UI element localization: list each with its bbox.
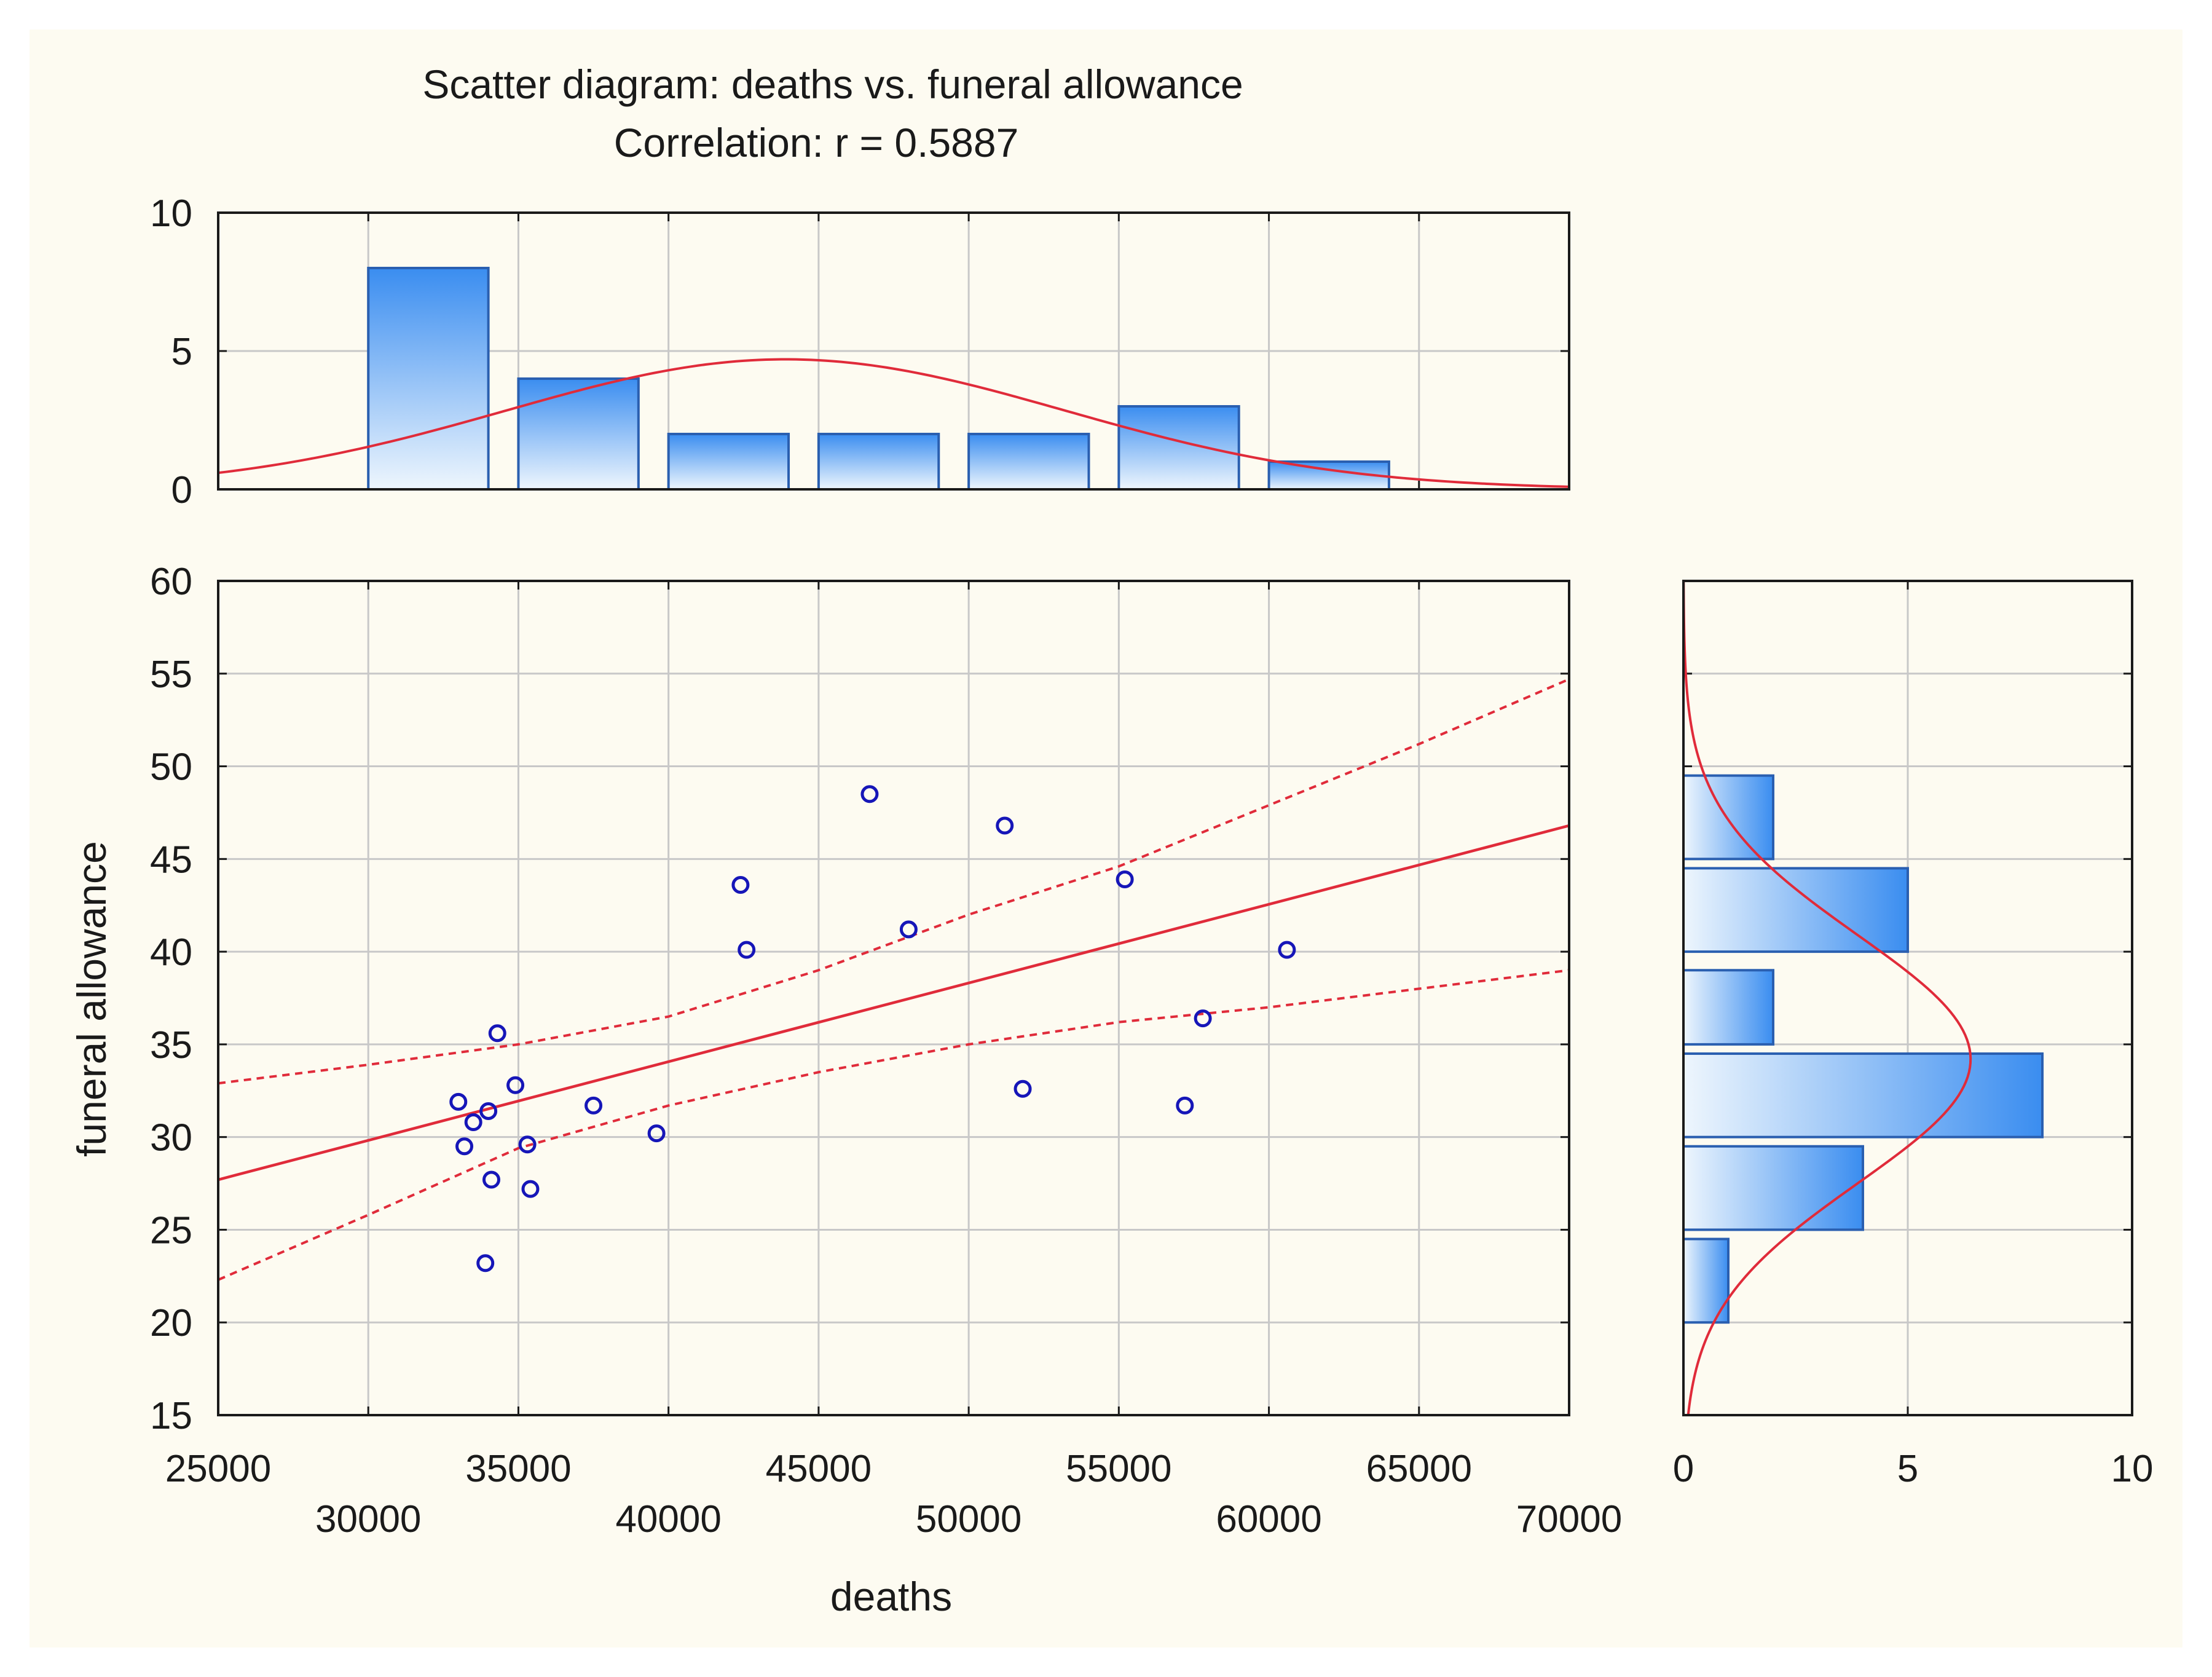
x-axis-title: deaths xyxy=(830,1574,952,1619)
x-tick-label-lower: 40000 xyxy=(615,1498,721,1541)
top-hist-bar xyxy=(667,433,790,489)
scatter-points xyxy=(449,785,1296,1273)
y-tick-label: 25 xyxy=(150,1209,192,1252)
x-tick-label-lower: 60000 xyxy=(1216,1498,1321,1541)
right-hist-bar xyxy=(1683,867,1909,953)
top-hist-y-tick-label: 0 xyxy=(171,469,192,511)
data-point xyxy=(738,941,756,959)
y-tick-label: 35 xyxy=(150,1024,192,1067)
y-tick-label: 40 xyxy=(150,931,192,974)
top-histogram-frame xyxy=(217,211,1570,491)
data-point xyxy=(518,1135,537,1154)
ci-upper-line xyxy=(218,677,1569,1085)
x-tick-label-upper: 65000 xyxy=(1366,1448,1472,1490)
y-tick-label: 50 xyxy=(150,746,192,789)
data-point xyxy=(455,1137,474,1156)
x-tick-label-upper: 55000 xyxy=(1066,1448,1171,1490)
top-hist-y-tick-label: 10 xyxy=(150,192,192,235)
right-hist-bar xyxy=(1683,1145,1864,1231)
data-point xyxy=(482,1170,500,1189)
x-tick-label-upper: 45000 xyxy=(766,1448,872,1490)
top-hist-bar xyxy=(817,433,940,489)
right-histogram-bars xyxy=(1683,774,2044,1324)
data-point xyxy=(860,785,879,803)
data-point xyxy=(1194,1009,1212,1028)
data-point xyxy=(1116,870,1134,889)
top-hist-bar xyxy=(517,377,640,489)
y-tick-label: 45 xyxy=(150,838,192,881)
right-hist-x-tick-label: 10 xyxy=(2111,1448,2154,1490)
top-normal-curve xyxy=(218,358,1569,488)
data-point xyxy=(996,816,1014,835)
right-normal-curve-line xyxy=(1683,581,1972,1415)
main-grid xyxy=(217,580,1570,1416)
x-tick-label-lower: 30000 xyxy=(315,1498,421,1541)
top-hist-bar xyxy=(1117,405,1240,489)
top-hist-bar xyxy=(367,267,490,489)
chart-subtitle: Correlation: r = 0.5887 xyxy=(614,120,1019,165)
confidence-band xyxy=(218,677,1569,1281)
y-tick-label: 15 xyxy=(150,1395,192,1437)
regression-line xyxy=(218,824,1569,1182)
data-point xyxy=(476,1254,495,1273)
data-point xyxy=(1014,1079,1032,1098)
data-point xyxy=(479,1102,498,1120)
y-tick-label: 20 xyxy=(150,1302,192,1344)
right-hist-x-tick-label: 5 xyxy=(1897,1448,1918,1490)
right-normal-curve xyxy=(1683,581,1972,1415)
top-histogram-bars xyxy=(367,267,1390,489)
chart-title: Scatter diagram: deaths vs. funeral allo… xyxy=(422,61,1243,107)
y-axis-title: funeral allowance xyxy=(69,841,114,1157)
x-tick-label-lower: 50000 xyxy=(916,1498,1021,1541)
data-point xyxy=(731,876,750,894)
right-histogram-frame xyxy=(1682,580,2133,1416)
y-tick-label: 55 xyxy=(150,653,192,696)
x-tick-label-lower: 70000 xyxy=(1516,1498,1622,1541)
main-plot-frame xyxy=(217,580,1570,1416)
data-point xyxy=(584,1096,603,1115)
regression-fit xyxy=(218,824,1569,1182)
right-hist-bar xyxy=(1683,969,1774,1046)
y-tick-label: 60 xyxy=(150,561,192,603)
top-normal-curve-line xyxy=(218,358,1569,488)
y-tick-label: 30 xyxy=(150,1117,192,1159)
x-tick-label-upper: 35000 xyxy=(465,1448,571,1490)
data-point xyxy=(488,1024,506,1043)
data-point xyxy=(449,1092,468,1111)
data-point xyxy=(1176,1096,1194,1115)
data-point xyxy=(647,1124,666,1143)
right-hist-bar xyxy=(1683,774,1774,861)
data-point xyxy=(899,920,918,939)
data-point xyxy=(521,1180,540,1198)
x-tick-label-upper: 25000 xyxy=(165,1448,271,1490)
data-point xyxy=(506,1076,525,1094)
top-hist-y-tick-label: 5 xyxy=(171,331,192,373)
data-point xyxy=(1278,941,1296,959)
right-hist-bar xyxy=(1683,1052,2044,1138)
right-hist-x-tick-label: 0 xyxy=(1673,1448,1694,1490)
data-point xyxy=(464,1113,482,1132)
ci-lower-line xyxy=(218,969,1569,1281)
top-hist-bar xyxy=(967,433,1090,489)
